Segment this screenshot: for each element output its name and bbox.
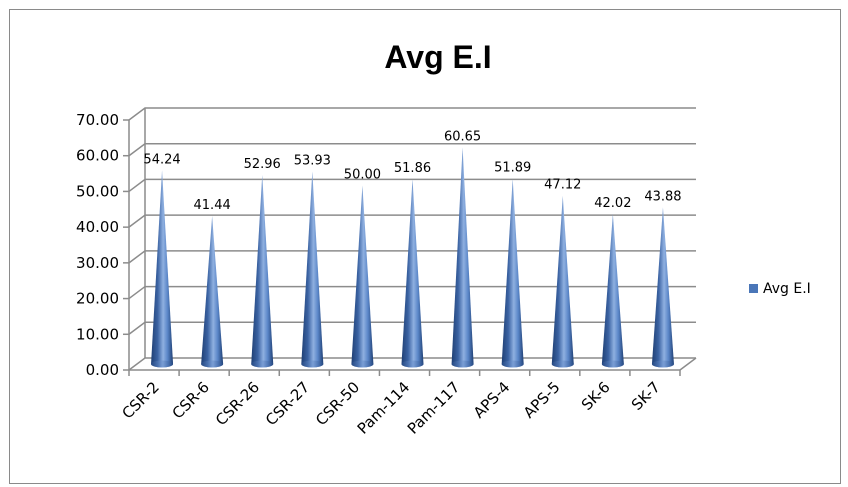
bar-CSR-50	[351, 185, 374, 368]
chart-title: Avg E.I	[384, 39, 491, 75]
data-label: 51.89	[494, 161, 531, 176]
bar-base	[651, 360, 674, 368]
x-tick-label: CSR-26	[212, 378, 263, 429]
data-label: 43.88	[644, 189, 681, 204]
data-label: 60.65	[444, 129, 481, 144]
bar-base	[251, 360, 274, 368]
data-label: 41.44	[194, 198, 231, 213]
data-label: 51.86	[394, 161, 431, 176]
bar-SK-6	[601, 213, 624, 368]
x-tick-label: CSR-50	[312, 378, 363, 429]
data-labels: 54.24 41.44 52.96 53.93 50.00 51.86 60.65 51.89…	[143, 129, 681, 213]
data-label: 52.96	[244, 157, 281, 172]
x-tick-label: CSR-6	[169, 378, 213, 422]
y-tick-label: 70.00	[76, 111, 119, 129]
bar-base	[551, 360, 574, 368]
bar-base	[201, 360, 224, 368]
bar-CSR-6	[201, 216, 224, 368]
bar-base	[301, 360, 324, 368]
bar-base	[401, 360, 424, 368]
data-label: 50.00	[344, 167, 381, 182]
legend-swatch	[749, 284, 758, 293]
bar-APS-5	[551, 195, 574, 368]
bar-SK-7	[651, 207, 674, 368]
bar-base	[451, 360, 474, 368]
y-tick-label: 10.00	[76, 325, 119, 343]
y-tick-label: 60.00	[76, 147, 119, 165]
bar-base	[601, 360, 624, 368]
axes	[128, 108, 697, 371]
y-axis-ticks: 0.00 10.00 20.00 30.00 40.00 50.00 60.00 70.00	[76, 111, 129, 379]
bar-Pam-117	[451, 147, 474, 368]
data-label: 54.24	[143, 152, 180, 167]
data-label: 47.12	[544, 178, 581, 193]
y-tick-label: 30.00	[76, 254, 119, 272]
floor-edge-line	[679, 357, 697, 371]
data-label: 42.02	[594, 196, 631, 211]
y-tick-label: 20.00	[76, 290, 119, 308]
x-tick-label: Pam-114	[354, 378, 414, 438]
data-label: 53.93	[294, 153, 331, 168]
bar-APS-4	[501, 178, 524, 368]
x-tick-label: CSR-2	[118, 378, 162, 422]
bar-series	[151, 147, 674, 368]
x-tick-label: SK-6	[578, 378, 614, 414]
x-tick-label: APS-5	[520, 378, 564, 422]
bar-base	[501, 360, 524, 368]
x-tick-label: APS-4	[470, 378, 514, 422]
bar-Pam-114	[401, 178, 424, 368]
x-tick-label: Pam-117	[404, 378, 464, 438]
bar-base	[351, 360, 374, 368]
x-tick-label: SK-7	[628, 378, 664, 414]
bar-CSR-2	[151, 170, 174, 368]
x-axis-ticks: CSR-2 CSR-6CSR-26CSR-27CSR-50Pam-114Pam-1…	[118, 370, 681, 438]
x-tick-label: CSR-27	[262, 378, 313, 429]
legend: Avg E.I	[749, 281, 811, 297]
bar-CSR-27	[301, 171, 324, 368]
bar-base	[151, 360, 174, 368]
y-tick-label: 40.00	[76, 218, 119, 236]
y-tick-label: 50.00	[76, 182, 119, 200]
legend-label: Avg E.I	[763, 281, 811, 297]
y-tick-label: 0.00	[86, 361, 119, 379]
bar-CSR-26	[251, 174, 274, 368]
